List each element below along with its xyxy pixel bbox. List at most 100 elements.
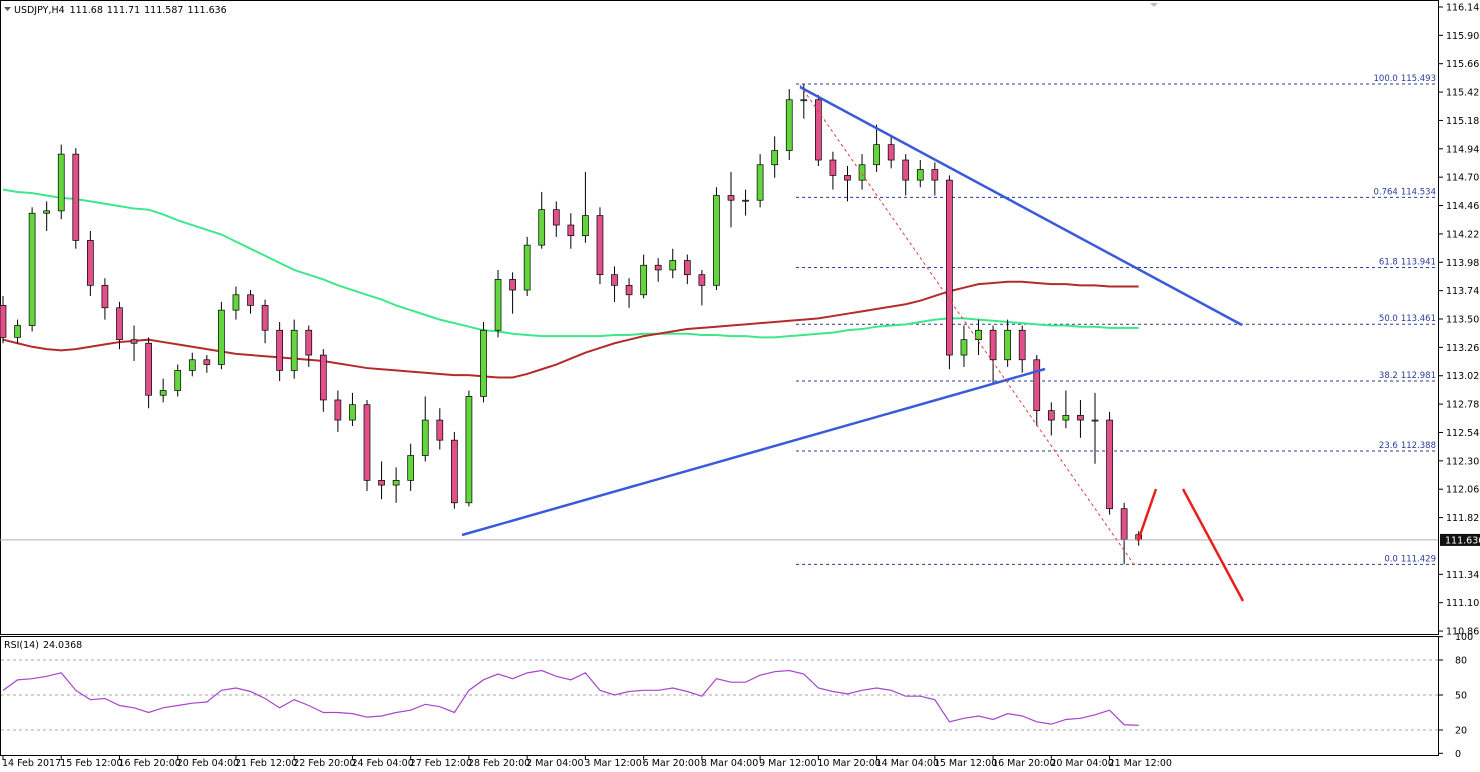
y-tick-label: 100 xyxy=(1455,632,1473,643)
candle-body xyxy=(523,244,531,291)
fib-anchor-line xyxy=(799,84,1136,567)
x-tick-label: 22 Feb 20:00 xyxy=(293,758,355,769)
candle-body xyxy=(43,210,51,214)
low: 111.587 xyxy=(144,5,183,16)
fib-ratio: 50.0 xyxy=(1379,314,1398,324)
y-tick-label: 113.265 xyxy=(1446,343,1480,354)
rsi-panel xyxy=(0,636,1439,756)
candle-body xyxy=(101,284,109,309)
high: 111.71 xyxy=(107,5,140,16)
candle-body xyxy=(1018,329,1026,361)
candle-body xyxy=(0,305,7,338)
fib-ratio: 100.0 xyxy=(1374,74,1398,84)
x-tick-label: 27 Feb 12:00 xyxy=(410,758,472,769)
x-tick-label: 20 Mar 04:00 xyxy=(1050,758,1113,769)
candle-body xyxy=(392,479,400,486)
candle-body xyxy=(625,284,633,296)
candle-body xyxy=(465,396,473,504)
fib-price: 115.493 xyxy=(1401,74,1436,84)
fib-ratio: 23.6 xyxy=(1379,441,1398,451)
forecast-arrow xyxy=(1181,488,1245,602)
fib-price: 113.461 xyxy=(1401,314,1436,324)
rsi-line xyxy=(2,669,1139,726)
candle-body xyxy=(975,329,982,341)
y-tick-label: 113.025 xyxy=(1446,371,1480,382)
candle-body xyxy=(509,279,516,291)
candle-body xyxy=(1033,359,1041,411)
candle-body xyxy=(349,404,356,421)
candle-body xyxy=(669,260,677,271)
y-tick-label: 113.985 xyxy=(1446,258,1480,269)
candle-body xyxy=(815,99,822,161)
x-tick-label: 3 Mar 12:00 xyxy=(584,758,641,769)
candle-body xyxy=(218,309,225,365)
candle-body xyxy=(14,325,21,338)
candle-body xyxy=(319,354,327,401)
x-tick-label: 9 Mar 12:00 xyxy=(759,758,816,769)
candle-body xyxy=(494,279,502,331)
trend-line xyxy=(799,85,1243,327)
fib-label: 50.0 113.461 xyxy=(1379,314,1436,324)
candle-body xyxy=(683,260,691,276)
fib-price: 114.534 xyxy=(1401,187,1436,197)
x-tick-label: 16 Feb 20:00 xyxy=(118,758,180,769)
candle-body xyxy=(800,99,808,102)
x-tick-label: 6 Mar 20:00 xyxy=(643,758,700,769)
candle-body xyxy=(960,339,968,356)
current-price-label: 111.636 xyxy=(1445,535,1480,546)
candle-body xyxy=(902,159,910,181)
candle-body xyxy=(159,390,167,396)
candle-body xyxy=(130,339,138,344)
header-icon xyxy=(4,7,11,11)
candle-body xyxy=(261,305,269,331)
fib-price: 112.981 xyxy=(1401,371,1436,381)
candle-body xyxy=(72,153,80,241)
x-tick-label: 14 Feb 2017 xyxy=(2,758,61,769)
fib-ratio: 38.2 xyxy=(1379,371,1398,381)
y-tick-label: 114.705 xyxy=(1446,173,1480,184)
fib-label: 61.8 113.941 xyxy=(1379,257,1436,267)
rsi-last: 24.0368 xyxy=(43,640,82,651)
candle-body xyxy=(640,264,647,296)
y-tick-label: 112.785 xyxy=(1446,400,1480,411)
fib-label: 0.764 114.534 xyxy=(1374,187,1437,197)
fib-price: 112.388 xyxy=(1401,441,1436,451)
candle-body xyxy=(276,329,283,371)
forecast-arrow xyxy=(1136,488,1158,542)
y-tick-label: 114.465 xyxy=(1446,201,1480,212)
candle-body xyxy=(785,99,793,151)
candle-body xyxy=(887,144,895,161)
candle-body xyxy=(742,199,749,202)
candle-body xyxy=(305,329,313,356)
candle-body xyxy=(771,150,779,166)
candle-body xyxy=(188,359,196,371)
candle-body xyxy=(698,274,706,286)
chart-header: USDJPY,H4 111.68 111.71 111.587 111.636 xyxy=(14,5,227,16)
fib-label: 38.2 112.981 xyxy=(1379,371,1436,381)
candle-body xyxy=(1106,419,1113,510)
candle-body xyxy=(1062,414,1070,421)
candle-body xyxy=(567,224,575,237)
x-tick-label: 2 Mar 04:00 xyxy=(526,758,583,769)
fib-label: 23.6 112.388 xyxy=(1379,441,1436,451)
candle-body xyxy=(1047,410,1055,421)
rsi-header: RSI(14) 24.0368 xyxy=(4,640,82,651)
x-tick-label: 10 Mar 20:00 xyxy=(817,758,880,769)
y-tick-label: 50 xyxy=(1455,691,1467,702)
candle-body xyxy=(713,195,720,286)
x-tick-label: 21 Mar 12:00 xyxy=(1109,758,1172,769)
candle-body xyxy=(57,153,65,212)
candle-body xyxy=(174,370,182,391)
trend-line xyxy=(461,367,1046,537)
main-panel xyxy=(0,0,1439,635)
candle-body xyxy=(756,164,764,201)
y-tick-label: 115.905 xyxy=(1446,31,1480,42)
symbol: USDJPY,H4 xyxy=(14,5,65,16)
candle-body xyxy=(290,329,298,371)
x-tick-label: 24 Feb 04:00 xyxy=(351,758,413,769)
x-tick-label: 20 Feb 04:00 xyxy=(177,758,239,769)
current-price-box xyxy=(1440,533,1480,546)
fib-label: 100.0 115.493 xyxy=(1374,74,1437,84)
candle-body xyxy=(145,342,152,396)
